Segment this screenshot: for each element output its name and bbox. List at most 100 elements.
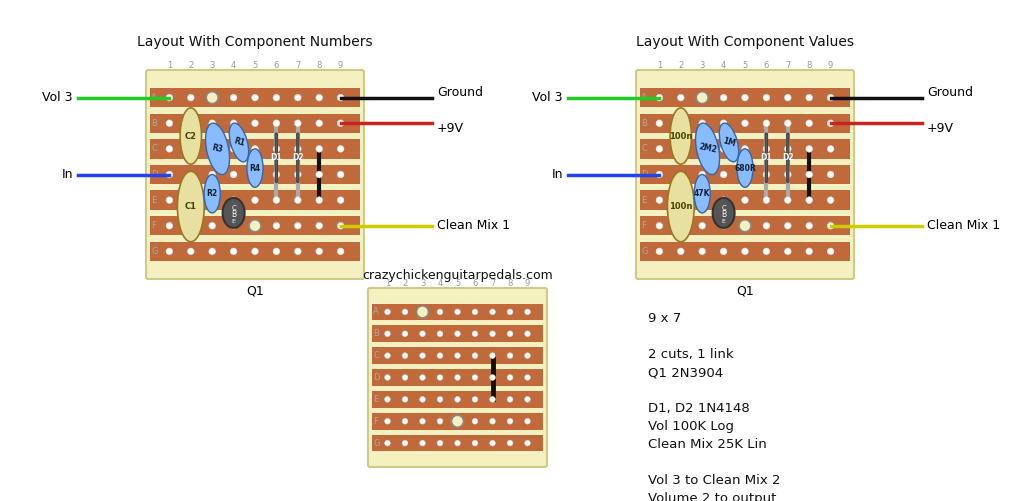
Bar xyxy=(150,216,360,235)
Text: F: F xyxy=(641,221,646,230)
Circle shape xyxy=(472,396,478,402)
Text: 2M2: 2M2 xyxy=(697,143,718,155)
Circle shape xyxy=(656,171,663,178)
Circle shape xyxy=(337,197,344,203)
Circle shape xyxy=(187,222,195,229)
Text: C1: C1 xyxy=(184,202,197,211)
Text: Vol 3: Vol 3 xyxy=(43,91,73,104)
Circle shape xyxy=(273,146,280,152)
Circle shape xyxy=(507,375,513,380)
Text: E: E xyxy=(641,195,646,204)
Circle shape xyxy=(720,197,727,203)
Bar xyxy=(372,326,543,342)
Text: 1M: 1M xyxy=(722,136,736,149)
Circle shape xyxy=(806,248,812,255)
Ellipse shape xyxy=(695,123,720,174)
Bar xyxy=(150,165,360,184)
Ellipse shape xyxy=(247,149,263,187)
Circle shape xyxy=(656,222,663,229)
Circle shape xyxy=(763,248,770,255)
Circle shape xyxy=(698,248,706,255)
Text: Vol 3 to Clean Mix 2: Vol 3 to Clean Mix 2 xyxy=(648,474,780,487)
Circle shape xyxy=(455,353,461,359)
Circle shape xyxy=(827,197,834,203)
Circle shape xyxy=(402,309,408,315)
Circle shape xyxy=(455,309,461,315)
Text: G: G xyxy=(151,247,158,256)
Circle shape xyxy=(402,331,408,337)
Circle shape xyxy=(678,120,684,127)
Circle shape xyxy=(420,353,425,359)
Circle shape xyxy=(295,171,301,178)
Circle shape xyxy=(252,146,258,152)
Text: crazychickenguitarpedals.com: crazychickenguitarpedals.com xyxy=(362,270,553,283)
Circle shape xyxy=(806,197,812,203)
Circle shape xyxy=(187,146,195,152)
Text: D: D xyxy=(641,170,647,179)
Text: 8: 8 xyxy=(507,279,513,288)
Circle shape xyxy=(252,120,258,127)
Circle shape xyxy=(741,171,749,178)
Circle shape xyxy=(315,94,323,101)
Circle shape xyxy=(678,197,684,203)
Circle shape xyxy=(656,120,663,127)
Circle shape xyxy=(698,222,706,229)
Circle shape xyxy=(698,171,706,178)
Text: D1, D2 1N4148: D1, D2 1N4148 xyxy=(648,402,750,415)
Circle shape xyxy=(437,418,442,424)
Text: C: C xyxy=(231,205,236,211)
Text: 5: 5 xyxy=(252,61,258,70)
Circle shape xyxy=(402,396,408,402)
Ellipse shape xyxy=(694,174,711,213)
Circle shape xyxy=(337,146,344,152)
Circle shape xyxy=(698,197,706,203)
Text: D: D xyxy=(373,373,380,382)
Circle shape xyxy=(420,309,425,315)
Text: 4: 4 xyxy=(721,61,726,70)
Circle shape xyxy=(273,197,280,203)
Text: C: C xyxy=(641,144,647,153)
Text: 100n: 100n xyxy=(669,202,692,211)
Bar xyxy=(640,114,850,133)
Circle shape xyxy=(437,396,442,402)
Circle shape xyxy=(417,306,428,318)
Circle shape xyxy=(315,197,323,203)
Text: D2: D2 xyxy=(292,153,303,162)
Circle shape xyxy=(249,220,261,232)
Bar xyxy=(640,88,850,107)
Circle shape xyxy=(827,222,834,229)
Circle shape xyxy=(678,248,684,255)
Circle shape xyxy=(507,309,513,315)
Circle shape xyxy=(385,375,390,380)
Circle shape xyxy=(763,197,770,203)
FancyBboxPatch shape xyxy=(786,133,788,182)
Text: F: F xyxy=(373,417,378,426)
Text: 1: 1 xyxy=(385,279,390,288)
Text: 6: 6 xyxy=(273,61,280,70)
Ellipse shape xyxy=(713,198,734,228)
Circle shape xyxy=(763,146,770,152)
Circle shape xyxy=(806,222,812,229)
Text: D2: D2 xyxy=(782,153,794,162)
Circle shape xyxy=(252,171,258,178)
Circle shape xyxy=(295,120,301,127)
Text: B: B xyxy=(373,329,379,338)
Circle shape xyxy=(696,92,709,104)
Text: D: D xyxy=(151,170,158,179)
Circle shape xyxy=(656,94,663,101)
Text: D1: D1 xyxy=(761,153,772,162)
Circle shape xyxy=(656,197,663,203)
Circle shape xyxy=(472,440,478,446)
Circle shape xyxy=(252,94,258,101)
Ellipse shape xyxy=(222,198,245,228)
Circle shape xyxy=(455,440,461,446)
Circle shape xyxy=(295,146,301,152)
Bar xyxy=(640,241,850,261)
Circle shape xyxy=(678,94,684,101)
Circle shape xyxy=(739,220,751,232)
Circle shape xyxy=(784,222,792,229)
Circle shape xyxy=(806,94,812,101)
Circle shape xyxy=(230,171,237,178)
Circle shape xyxy=(524,396,530,402)
Text: A: A xyxy=(373,308,379,316)
